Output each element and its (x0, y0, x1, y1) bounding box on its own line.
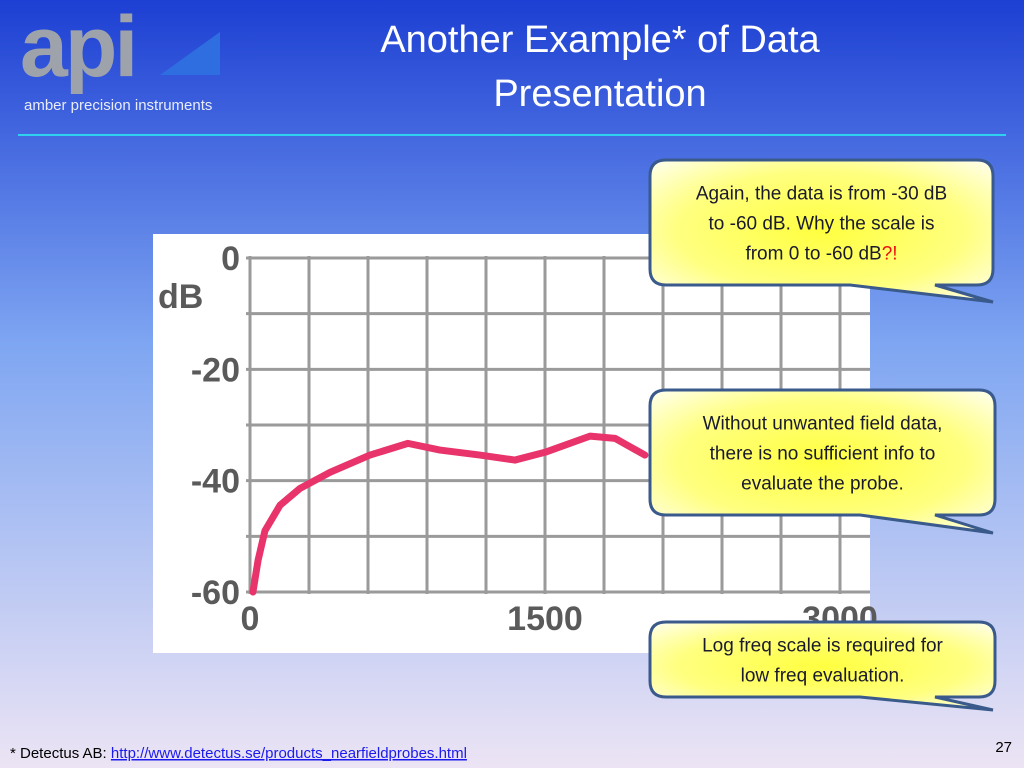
y-unit: dB (158, 278, 203, 316)
callout-text: Without unwanted field data, (703, 414, 943, 435)
footer: * Detectus AB: http://www.detectus.se/pr… (10, 745, 467, 762)
source-label: * Detectus AB: (10, 745, 107, 762)
callout-emphasis: ?! (882, 244, 898, 265)
page-number: 27 (995, 739, 1012, 756)
callout-bubble (648, 388, 997, 535)
tagline: amber precision instruments (24, 97, 212, 114)
callout-line: from 0 to -60 dB (745, 244, 881, 265)
callout-line: there is no sufficient info to (710, 444, 936, 465)
x-tick-label: 0 (241, 600, 260, 638)
title: Another Example* of Data (380, 19, 820, 61)
callout-text: from 0 to -60 dB?! (745, 244, 897, 265)
title: Presentation (493, 73, 706, 115)
logo-mark (160, 32, 220, 75)
y-tick-label: -20 (191, 351, 240, 389)
callout-bubble (648, 620, 997, 712)
callout-text: there is no sufficient info to (710, 444, 936, 465)
callout-text: to -60 dB. Why the scale is (709, 214, 935, 235)
y-tick-label: -40 (191, 463, 240, 501)
callout-text: Again, the data is from -30 dB (696, 184, 947, 205)
link[interactable]: http://www.detectus.se/products_nearfiel… (111, 745, 467, 762)
callout-bubble (648, 158, 995, 304)
y-tick-label: -60 (191, 574, 240, 612)
callout-line: Log freq scale is required for (702, 636, 943, 657)
data-line (249, 432, 649, 596)
callout-line: Without unwanted field data, (703, 414, 943, 435)
logo: api (20, 0, 135, 95)
callout-text: Log freq scale is required for (702, 636, 943, 657)
callouts: Again, the data is from -30 dB to -60 dB.… (648, 158, 997, 712)
callout-text: evaluate the probe. (741, 474, 904, 495)
callout-text: low freq evaluation. (741, 666, 905, 687)
callout-line: low freq evaluation. (741, 666, 905, 687)
callout-line: Again, the data is from -30 dB (696, 184, 947, 205)
y-tick-label: 0 (221, 240, 240, 278)
callout-line: to -60 dB. Why the scale is (709, 214, 935, 235)
x-tick-label: 1500 (507, 600, 583, 638)
callout-line: evaluate the probe. (741, 474, 904, 495)
